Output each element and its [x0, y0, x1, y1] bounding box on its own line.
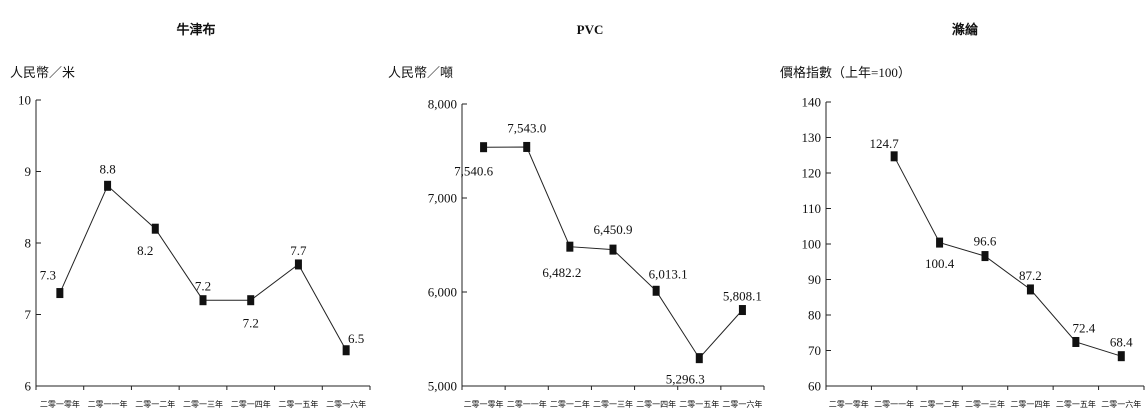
- y-tick-label: 9: [25, 164, 32, 179]
- data-point-marker: [247, 295, 255, 306]
- y-tick-label: 6,000: [428, 285, 457, 300]
- data-point-marker: [294, 259, 302, 270]
- x-tick-label: 二零一零年: [464, 399, 504, 409]
- y-tick-label: 5,000: [428, 379, 457, 394]
- data-label: 5,296.3: [666, 372, 705, 387]
- x-tick-label: 二零一五年: [278, 399, 318, 409]
- y-tick-label: 70: [808, 343, 821, 358]
- x-tick-label: 二零一五年: [679, 399, 719, 409]
- data-point-marker: [936, 237, 944, 248]
- x-tick-label: 二零一四年: [1010, 399, 1050, 409]
- data-label: 6,450.9: [594, 222, 633, 237]
- x-tick-label: 二零一二年: [135, 399, 175, 409]
- data-label: 72.4: [1072, 320, 1095, 335]
- x-tick-label: 二零一二年: [550, 399, 590, 409]
- data-point-marker: [695, 353, 703, 364]
- x-tick-label: 二零一三年: [965, 399, 1005, 409]
- x-tick-label: 二零一六年: [722, 399, 762, 409]
- x-tick-label: 二零一三年: [183, 399, 223, 409]
- y-tick-label: 80: [808, 308, 821, 323]
- data-point-marker: [566, 241, 574, 252]
- y-tick-label: 8,000: [428, 97, 457, 112]
- x-tick-label: 二零一一年: [88, 399, 128, 409]
- data-point-marker: [342, 345, 350, 356]
- y-tick-label: 90: [808, 272, 821, 287]
- y-tick-label: 110: [802, 201, 821, 216]
- x-tick-label: 二零一六年: [326, 399, 366, 409]
- data-point-marker: [56, 288, 64, 299]
- y-axis-unit-label: 人民幣／米: [10, 65, 75, 80]
- x-tick-label: 二零一一年: [874, 399, 914, 409]
- data-label: 8.8: [99, 161, 115, 176]
- data-point-marker: [1117, 351, 1125, 362]
- y-tick-label: 10: [18, 93, 31, 108]
- x-tick-label: 二零一零年: [829, 399, 869, 409]
- y-tick-label: 60: [808, 379, 821, 394]
- data-label: 7.7: [290, 243, 307, 258]
- x-tick-label: 二零一四年: [231, 399, 271, 409]
- data-label: 5,808.1: [723, 289, 762, 304]
- chart-panel-1: 牛津布人民幣／米678910二零一零年 二零一一年 二零一二年 二零一三年 二零一四年二…: [10, 22, 371, 409]
- data-label: 87.2: [1019, 268, 1042, 283]
- data-point-marker: [1026, 284, 1034, 295]
- data-point-marker: [981, 251, 989, 262]
- data-point-marker: [1072, 336, 1080, 347]
- data-label: 6.5: [348, 331, 364, 346]
- data-label: 8.2: [137, 243, 153, 258]
- y-tick-label: 6: [25, 379, 32, 394]
- data-label: 96.6: [974, 234, 997, 249]
- y-tick-label: 8: [25, 236, 32, 251]
- x-tick-label: 二零一五年: [1056, 399, 1096, 409]
- data-label: 68.4: [1110, 335, 1133, 350]
- y-tick-label: 120: [802, 166, 822, 181]
- data-point-marker: [480, 142, 488, 153]
- y-tick-label: 7,000: [428, 191, 457, 206]
- data-label: 6,013.1: [649, 266, 688, 281]
- x-tick-label: 二零一零年: [40, 399, 80, 409]
- chart-title: 滌綸: [952, 22, 979, 37]
- data-point-marker: [523, 141, 531, 152]
- data-label: 7.3: [40, 268, 56, 283]
- x-tick-label: 二零一四年: [636, 399, 676, 409]
- data-point-marker: [738, 305, 746, 316]
- y-tick-label: 140: [802, 95, 822, 110]
- series-line: [893, 156, 1122, 357]
- chart-title: PVC: [577, 22, 604, 37]
- data-point-marker: [151, 223, 159, 234]
- data-label: 7,543.0: [507, 120, 546, 135]
- data-point-marker: [199, 295, 207, 306]
- chart-title: 牛津布: [176, 22, 215, 37]
- data-point-marker: [890, 151, 898, 162]
- y-axis-unit-label: 人民幣／噸: [388, 65, 453, 80]
- x-tick-label: 二零一二年: [920, 399, 960, 409]
- data-point-marker: [609, 244, 617, 255]
- data-label: 124.7: [870, 136, 900, 151]
- x-tick-label: 二零一一年: [507, 399, 547, 409]
- y-tick-label: 7: [25, 307, 32, 322]
- y-tick-label: 130: [802, 130, 822, 145]
- data-label: 6,482.2: [542, 265, 581, 280]
- data-label: 7.2: [243, 316, 259, 331]
- data-label: 7.2: [195, 279, 211, 294]
- x-tick-label: 二零一六年: [1101, 399, 1141, 409]
- y-axis-unit-label: 價格指數（上年=100）: [780, 65, 911, 80]
- data-label: 100.4: [925, 256, 955, 271]
- data-label: 7,540.6: [454, 164, 494, 179]
- data-point-marker: [104, 180, 112, 191]
- series-line: [59, 184, 347, 351]
- data-point-marker: [652, 285, 660, 296]
- x-tick-label: 二零一三年: [593, 399, 633, 409]
- y-tick-label: 100: [802, 237, 822, 252]
